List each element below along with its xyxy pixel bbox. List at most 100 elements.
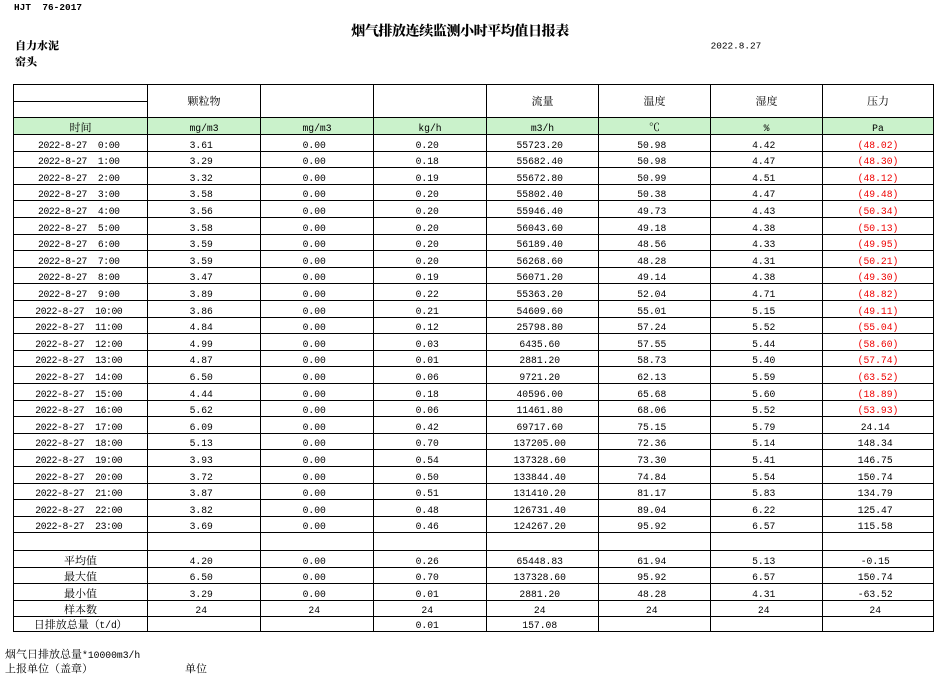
svg-text:0.00: 0.00 [303,372,326,383]
svg-text:0.00: 0.00 [303,472,326,483]
svg-text:0.26: 0.26 [416,556,439,567]
svg-text:50.38: 50.38 [637,189,666,200]
svg-text:0.70: 0.70 [416,572,439,583]
svg-text:55.01: 55.01 [637,306,666,317]
svg-text:24: 24 [869,605,881,616]
svg-text:2022-8-27 3:00: 2022-8-27 3:00 [38,189,120,200]
svg-text:2022-8-27 6:00: 2022-8-27 6:00 [38,239,120,250]
svg-text:3.86: 3.86 [190,306,213,317]
svg-text:0.01: 0.01 [416,355,439,366]
svg-text:69717.60: 69717.60 [516,422,563,433]
svg-text:50.98: 50.98 [637,140,666,151]
svg-text:3.72: 3.72 [190,472,213,483]
svg-text:0.00: 0.00 [303,488,326,499]
svg-text:(50.21): (50.21) [858,256,899,267]
svg-text:*10000m3/h: *10000m3/h [82,650,140,661]
svg-text:4.42: 4.42 [752,140,775,151]
svg-text:t/d: t/d [99,620,116,631]
svg-text:57.55: 57.55 [637,339,666,350]
svg-text:24: 24 [646,605,658,616]
svg-text:0.00: 0.00 [303,140,326,151]
svg-text:0.00: 0.00 [303,272,326,283]
svg-text:125.47: 125.47 [858,505,893,516]
svg-text:5.41: 5.41 [752,455,775,466]
svg-text:2022-8-27 18:00: 2022-8-27 18:00 [35,438,123,449]
svg-text:Pa: Pa [872,123,884,134]
svg-text:(48.30): (48.30) [858,156,899,167]
svg-text:126731.40: 126731.40 [514,505,567,516]
svg-text:kg/h: kg/h [418,123,441,134]
svg-text:3.93: 3.93 [190,455,213,466]
svg-text:0.54: 0.54 [416,455,439,466]
svg-text:65.68: 65.68 [637,389,666,400]
svg-text:3.59: 3.59 [190,239,213,250]
svg-text:0.22: 0.22 [416,289,439,300]
svg-text:2022-8-27 23:00: 2022-8-27 23:00 [35,521,123,532]
svg-text:56189.40: 56189.40 [516,239,563,250]
svg-text:55802.40: 55802.40 [516,189,563,200]
svg-text:0.21: 0.21 [416,306,439,317]
svg-text:5.14: 5.14 [752,438,775,449]
svg-text:2022-8-27 10:00: 2022-8-27 10:00 [35,306,123,317]
svg-text:4.20: 4.20 [190,556,213,567]
svg-text:3.32: 3.32 [190,173,213,184]
svg-text:73.30: 73.30 [637,455,666,466]
svg-text:81.17: 81.17 [637,488,666,499]
svg-text:2022-8-27 7:00: 2022-8-27 7:00 [38,256,120,267]
svg-text:m3/h: m3/h [531,123,554,134]
svg-text:48.56: 48.56 [637,239,666,250]
svg-text:(57.74): (57.74) [858,355,899,366]
svg-text:0.00: 0.00 [303,189,326,200]
svg-text:24: 24 [534,605,546,616]
svg-text:48.28: 48.28 [637,589,666,600]
svg-text:2022.8.27: 2022.8.27 [711,40,762,51]
svg-text:0.00: 0.00 [303,422,326,433]
svg-text:0.00: 0.00 [303,572,326,583]
svg-text:2022-8-27 12:00: 2022-8-27 12:00 [35,339,123,350]
svg-text:(48.02): (48.02) [858,140,899,151]
svg-text:5.59: 5.59 [752,372,775,383]
svg-text:0.03: 0.03 [416,339,439,350]
svg-text:0.46: 0.46 [416,521,439,532]
svg-text:0.00: 0.00 [303,405,326,416]
svg-text:68.06: 68.06 [637,405,666,416]
svg-text:0.00: 0.00 [303,455,326,466]
svg-text:48.28: 48.28 [637,256,666,267]
svg-text:3.47: 3.47 [190,272,213,283]
svg-text:24: 24 [758,605,770,616]
svg-text:0.01: 0.01 [416,620,439,631]
svg-text:6.09: 6.09 [190,422,213,433]
svg-text:4.43: 4.43 [752,206,775,217]
svg-text:146.75: 146.75 [858,455,893,466]
svg-text:115.58: 115.58 [858,521,893,532]
svg-text:0.50: 0.50 [416,472,439,483]
svg-text:49.14: 49.14 [637,272,666,283]
svg-text:2022-8-27 11:00: 2022-8-27 11:00 [35,322,123,333]
svg-text:3.58: 3.58 [190,189,213,200]
svg-text:24: 24 [421,605,433,616]
svg-text:157.08: 157.08 [522,620,557,631]
svg-text:131410.20: 131410.20 [514,488,567,499]
svg-text:0.20: 0.20 [416,140,439,151]
svg-text:0.00: 0.00 [303,521,326,532]
svg-text:25798.80: 25798.80 [516,322,563,333]
svg-text:0.00: 0.00 [303,339,326,350]
svg-text:148.34: 148.34 [858,438,893,449]
svg-text:2022-8-27 13:00: 2022-8-27 13:00 [35,355,123,366]
svg-text:0.20: 0.20 [416,189,439,200]
svg-text:55363.20: 55363.20 [516,289,563,300]
svg-text:137205.00: 137205.00 [514,438,567,449]
svg-text:0.18: 0.18 [416,156,439,167]
svg-text:49.18: 49.18 [637,223,666,234]
svg-text:3.61: 3.61 [190,140,213,151]
svg-text:(18.89): (18.89) [858,389,899,400]
svg-text:55723.20: 55723.20 [516,140,563,151]
svg-text:11461.80: 11461.80 [516,405,563,416]
svg-text:0.70: 0.70 [416,438,439,449]
svg-text:2881.20: 2881.20 [519,355,560,366]
svg-text:0.00: 0.00 [303,289,326,300]
svg-text:5.54: 5.54 [752,472,775,483]
svg-text:0.00: 0.00 [303,156,326,167]
svg-text:6.57: 6.57 [752,521,775,532]
svg-text:5.52: 5.52 [752,322,775,333]
